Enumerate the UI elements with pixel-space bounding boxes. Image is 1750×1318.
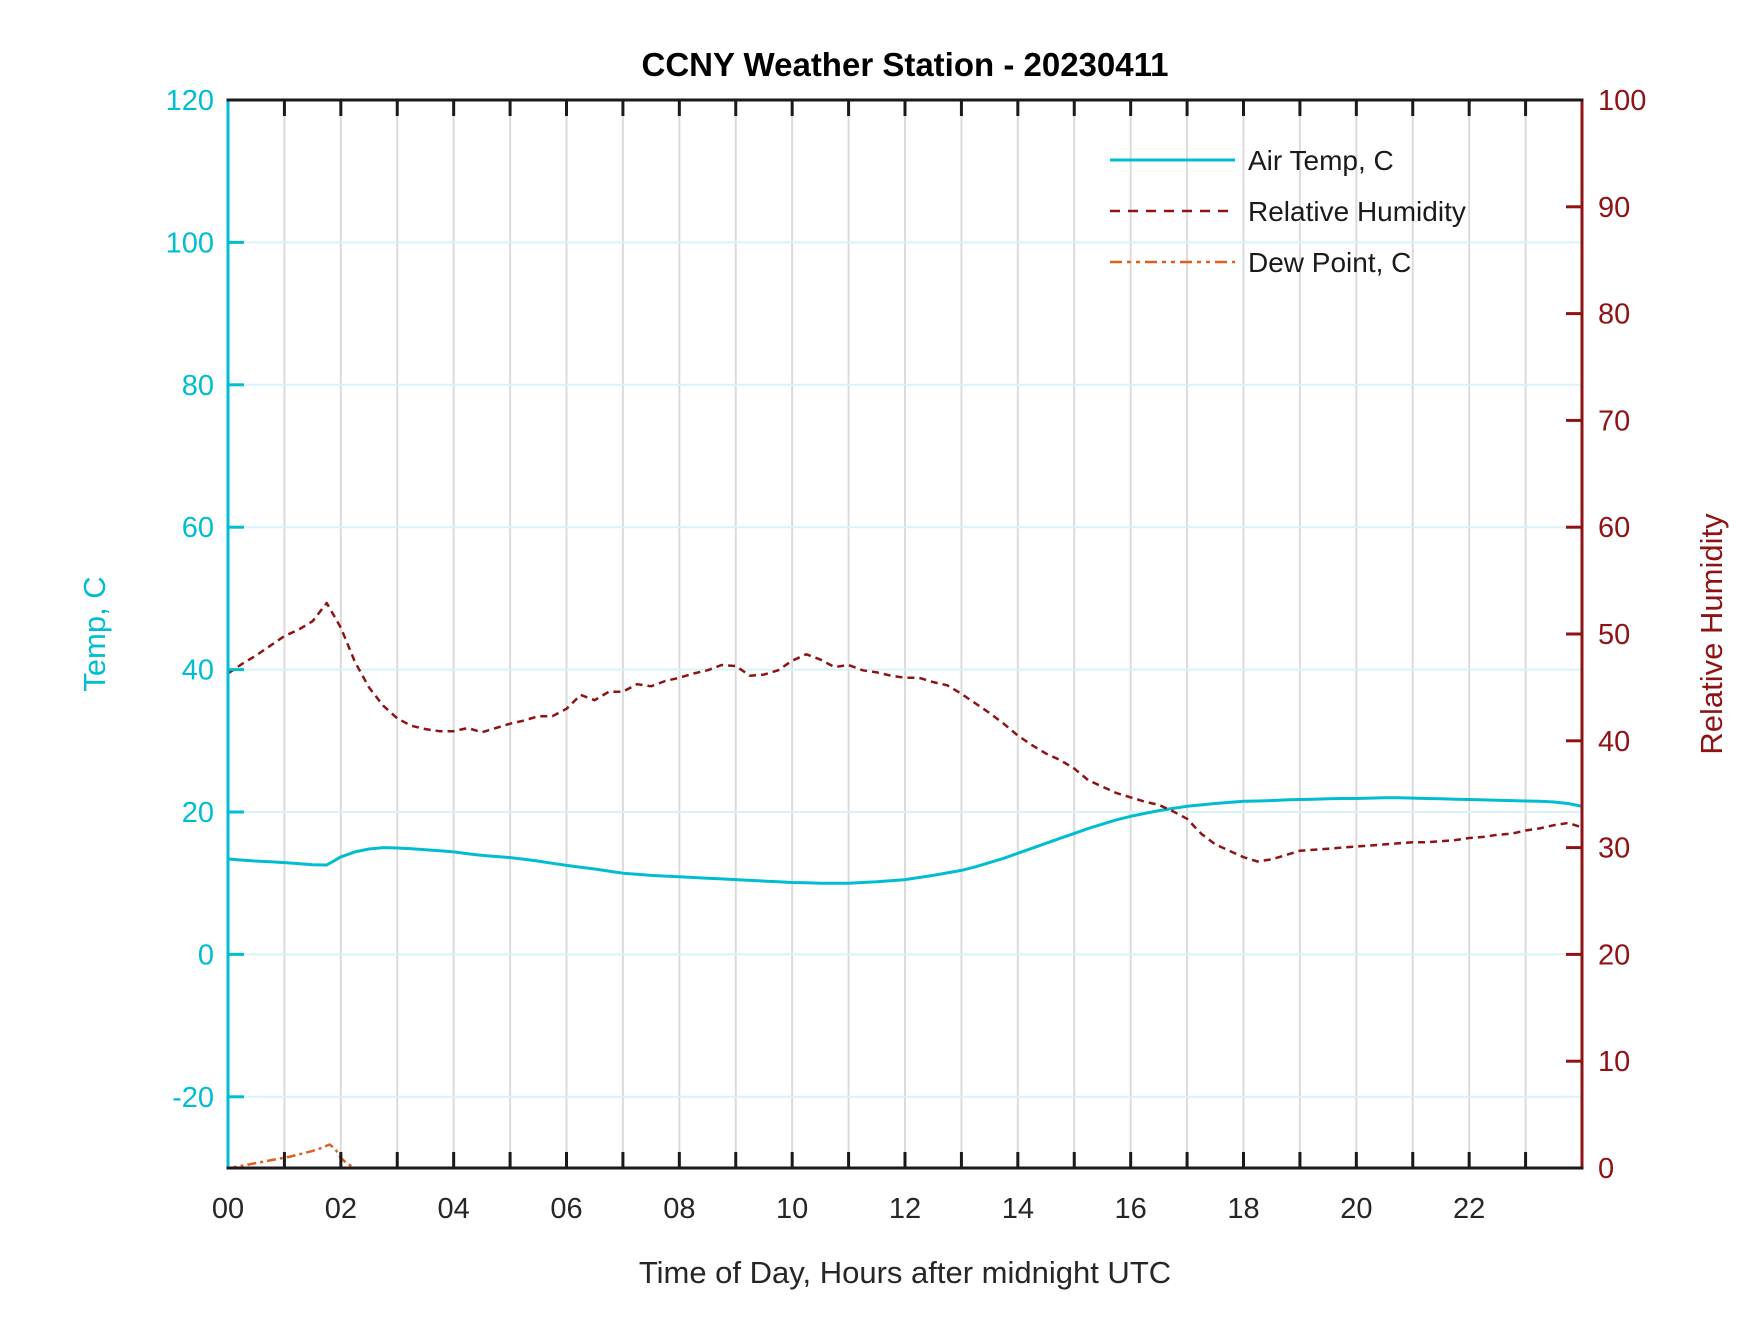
left-y-tick-label: -20 <box>172 1082 214 1114</box>
chart-title: CCNY Weather Station - 20230411 <box>641 46 1168 83</box>
x-tick-label: 02 <box>325 1193 357 1225</box>
x-axis-label: Time of Day, Hours after midnight UTC <box>639 1255 1171 1290</box>
left-y-axis-label: Temp, C <box>77 576 112 691</box>
dew-point-c-line <box>227 1143 362 1169</box>
right-y-tick-label: 40 <box>1598 726 1630 758</box>
x-tick-label: 08 <box>663 1193 695 1225</box>
air-temp-c-line <box>227 796 1583 885</box>
legend-label: Relative Humidity <box>1248 196 1466 227</box>
legend-label: Air Temp, C <box>1248 145 1394 176</box>
right-y-tick-label: 100 <box>1598 85 1646 117</box>
right-y-tick-label: 60 <box>1598 512 1630 544</box>
data-series <box>227 601 1583 1169</box>
x-tick-label: 12 <box>889 1193 921 1225</box>
left-y-tick-label: 80 <box>182 370 214 402</box>
legend: Air Temp, C Relative Humidity Dew Point, C <box>1110 145 1466 278</box>
x-tick-label: 20 <box>1340 1193 1372 1225</box>
relative-humidity-line <box>227 601 1583 863</box>
left-y-tick-label: 120 <box>166 85 214 117</box>
x-tick-label: 16 <box>1115 1193 1147 1225</box>
right-y-tick-label: 30 <box>1598 833 1630 865</box>
right-y-tick-label: 50 <box>1598 619 1630 651</box>
right-y-tick-label: 0 <box>1598 1153 1614 1185</box>
legend-item: Air Temp, C <box>1110 145 1394 176</box>
right-y-tick-label: 10 <box>1598 1046 1630 1078</box>
x-tick-label: 00 <box>212 1193 244 1225</box>
right-y-axis-label: Relative Humidity <box>1694 513 1729 755</box>
x-tick-label: 22 <box>1453 1193 1485 1225</box>
left-y-tick-label: 40 <box>182 655 214 687</box>
left-y-tick-label: 100 <box>166 227 214 259</box>
gridlines <box>228 100 1582 1168</box>
right-y-tick-label: 20 <box>1598 939 1630 971</box>
left-y-tick-label: 20 <box>182 797 214 829</box>
axes <box>226 98 1584 1170</box>
x-tick-label: 18 <box>1227 1193 1259 1225</box>
right-y-tick-label: 90 <box>1598 192 1630 224</box>
x-tick-label: 06 <box>550 1193 582 1225</box>
legend-item: Dew Point, C <box>1110 247 1411 278</box>
right-y-tick-label: 80 <box>1598 299 1630 331</box>
legend-item: Relative Humidity <box>1110 196 1466 227</box>
left-y-tick-label: 0 <box>198 939 214 971</box>
x-tick-label: 04 <box>438 1193 470 1225</box>
x-tick-label: 14 <box>1002 1193 1034 1225</box>
left-y-tick-label: 60 <box>182 512 214 544</box>
legend-label: Dew Point, C <box>1248 247 1411 278</box>
right-y-tick-label: 70 <box>1598 405 1630 437</box>
x-tick-label: 10 <box>776 1193 808 1225</box>
tick-labels: 00 02 04 06 08 10 12 14 16 18 20 22-200204060801001… <box>166 85 1647 1225</box>
